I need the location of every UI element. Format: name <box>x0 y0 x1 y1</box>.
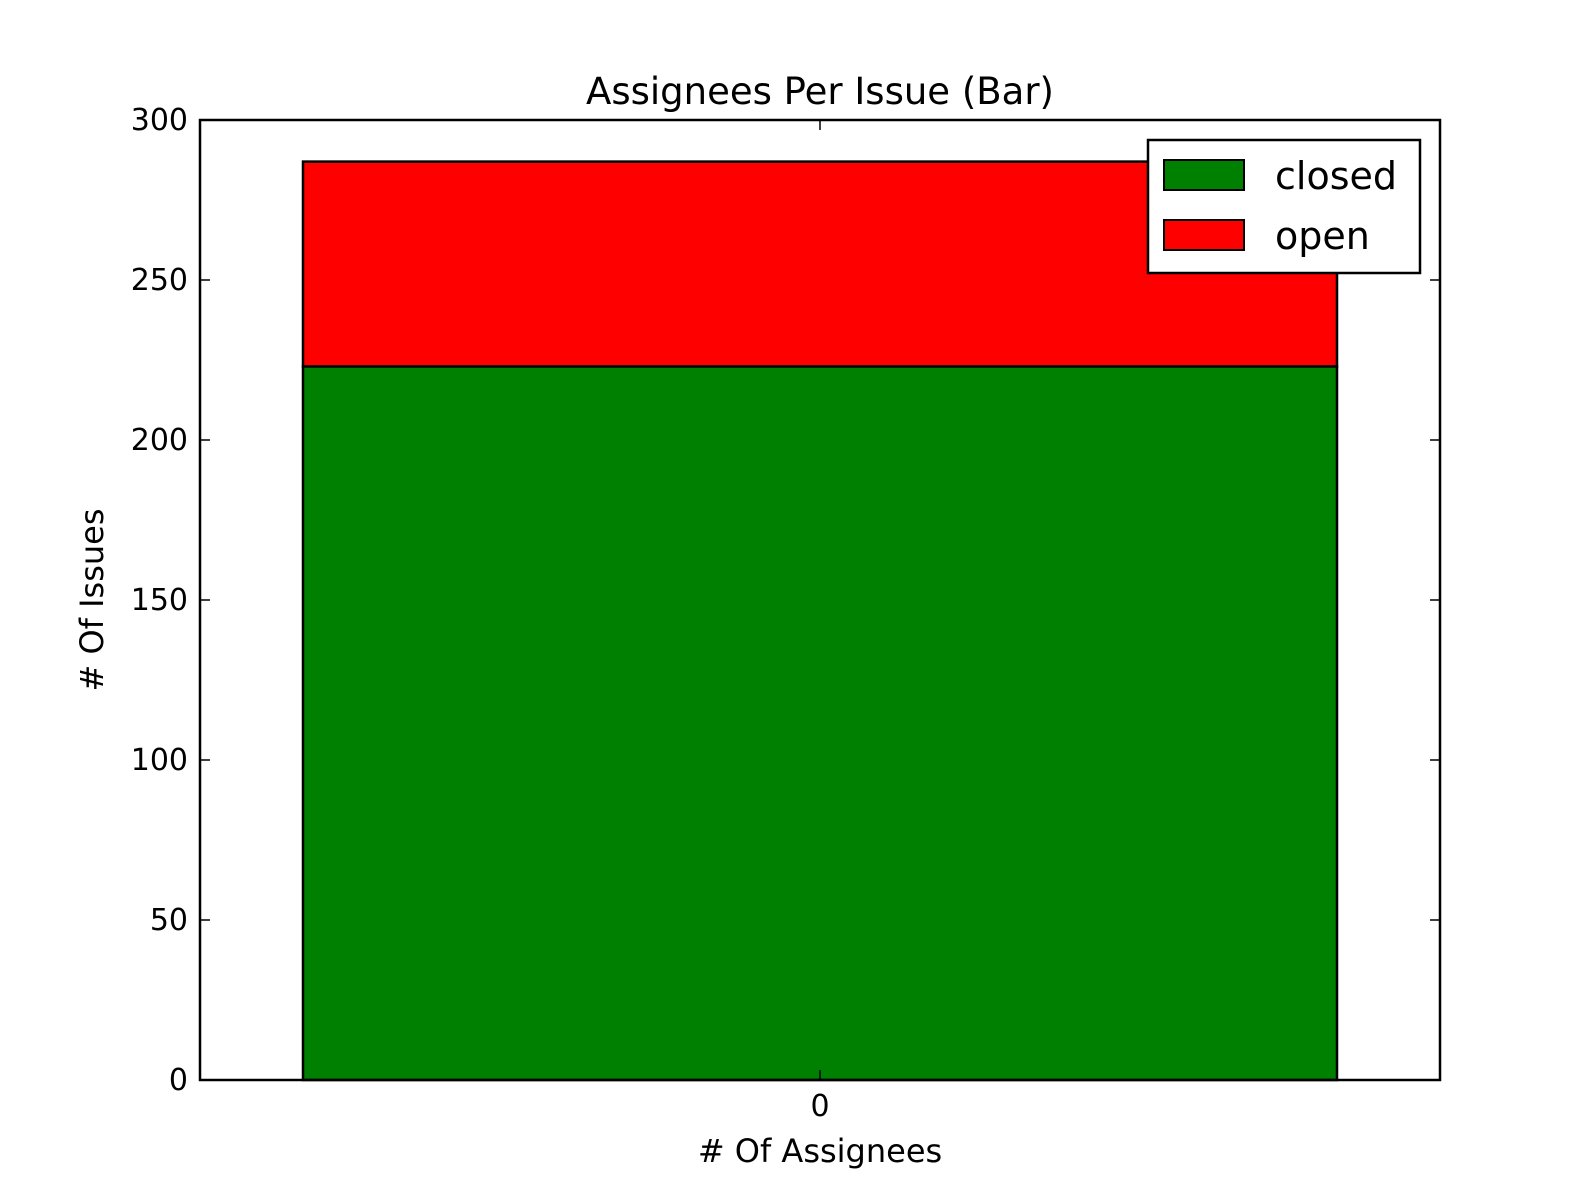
y-tick-label: 250 <box>131 263 188 298</box>
y-tick-label: 0 <box>169 1063 188 1098</box>
x-axis-label: # Of Assignees <box>698 1132 942 1170</box>
y-tick-label: 200 <box>131 423 188 458</box>
y-tick-label: 300 <box>131 103 188 138</box>
ticks-layer: 0 50 100 150 200 250 300 0 <box>131 103 1440 1124</box>
x-tick-label: 0 <box>810 1089 829 1124</box>
legend-label-closed: closed <box>1275 154 1397 198</box>
y-tick-label: 100 <box>131 743 188 778</box>
legend-swatch-open <box>1163 219 1245 251</box>
legend-label-open: open <box>1275 214 1370 258</box>
y-axis-label: # Of Issues <box>73 508 111 691</box>
chart-title: Assignees Per Issue (Bar) <box>586 70 1054 113</box>
plot-frame <box>198 118 1442 1082</box>
y-tick-label: 150 <box>131 583 188 618</box>
y-tick-label: 50 <box>150 903 188 938</box>
legend-swatch-closed <box>1163 159 1245 191</box>
legend: closed open <box>1146 138 1422 275</box>
bar-closed-0 <box>301 365 1339 1082</box>
bars-layer <box>301 160 1339 1082</box>
